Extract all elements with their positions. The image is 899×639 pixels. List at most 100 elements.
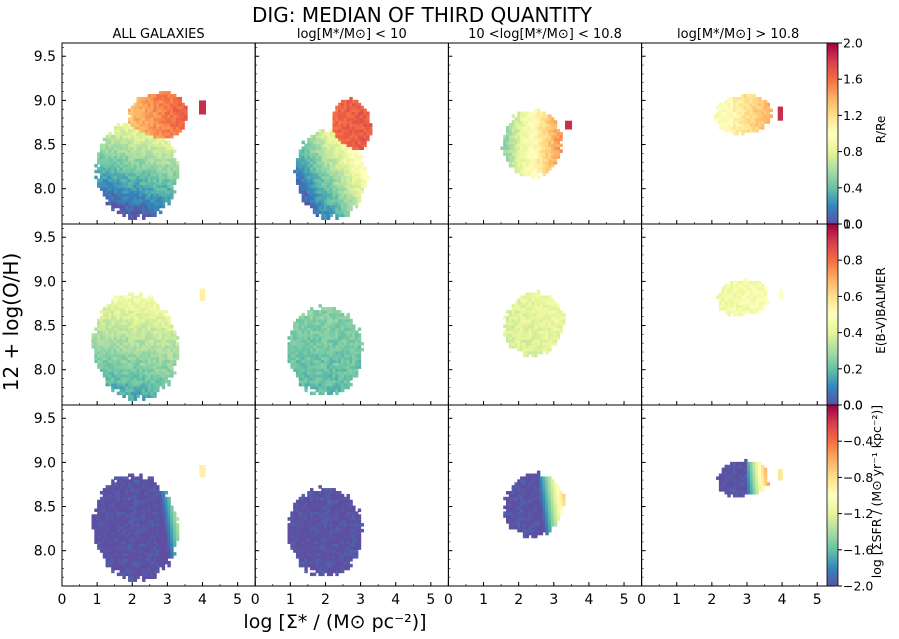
heatmap-cell [326,216,331,220]
heatmap-cell [97,546,101,550]
heatmap-cell [550,120,555,124]
heatmap-cell [324,333,328,337]
heatmap-cell [164,146,168,150]
heatmap-cell [534,301,538,305]
heatmap-cell [352,336,356,340]
heatmap-cell [545,350,549,355]
heatmap-cell [329,155,334,159]
heatmap-cell [173,362,177,366]
heatmap-cell [352,330,356,334]
heatmap-cell [150,344,154,349]
heatmap-cell [352,120,356,124]
heatmap-cell [738,108,742,113]
heatmap-cell [357,187,362,191]
heatmap-cell [338,129,342,133]
heatmap-cell [525,111,530,116]
heatmap-cell [752,108,757,113]
heatmap-cell [113,158,118,162]
heatmap-cell [340,198,345,203]
heatmap-cell [318,161,322,165]
heatmap-cell [363,175,367,180]
heatmap-cell [744,120,748,124]
heatmap-cell [727,120,731,124]
heatmap-cell [307,336,311,340]
heatmap-cell [755,117,759,121]
heatmap-cell [517,336,521,340]
heatmap-cell [170,359,174,364]
heatmap-cell [738,310,742,314]
heatmap-cell [142,298,146,302]
heatmap-cell [534,172,538,177]
heatmap-cell [99,356,104,361]
heatmap-cell [125,382,129,387]
heatmap-cell [167,356,171,361]
heatmap-cell [142,377,146,381]
heatmap-cell [508,131,513,136]
heatmap-cell [724,289,728,294]
heatmap-cell [741,117,745,121]
heatmap-cell [116,523,121,527]
heatmap-cell [108,149,112,153]
heatmap-cell [321,193,325,197]
heatmap-cell [536,149,541,153]
heatmap-cell [534,131,538,136]
heatmap-cell [520,149,524,153]
heatmap-cell [125,131,129,136]
heatmap-cell [158,359,163,364]
heatmap-cell [517,137,521,142]
heatmap-cell [167,152,171,156]
heatmap-cell [514,321,518,326]
heatmap-cell [556,155,560,159]
heatmap-cell [150,152,154,156]
heatmap-cell [287,350,291,355]
heatmap-cell [531,333,535,337]
heatmap-cell [565,120,573,130]
heatmap-cell [324,365,328,369]
heatmap-cell [147,172,152,177]
heatmap-cell [755,298,759,302]
heatmap-cell [310,146,314,150]
heatmap-cell [312,196,317,200]
heatmap-cell [102,502,107,507]
heatmap-cell [534,111,538,116]
heatmap-cell [125,204,129,209]
heatmap-cell [354,187,359,191]
heatmap-cell [170,333,174,337]
heatmap-cell [321,155,325,159]
heatmap-cell [517,158,521,162]
heatmap-cell [175,342,180,346]
heatmap-cell [139,347,143,352]
heatmap-cell [156,99,160,104]
heatmap-cell [338,310,342,314]
heatmap-cell [108,523,112,527]
heatmap-cell [136,336,140,340]
heatmap-cell [318,178,322,183]
heatmap-cell [536,350,541,355]
heatmap-cell [332,350,336,355]
heatmap-cell [158,111,163,116]
heatmap-cell [158,149,163,153]
heatmap-cell [122,496,126,501]
heatmap-cell [116,190,121,194]
heatmap-cell [298,184,303,188]
heatmap-cell [766,105,771,110]
heatmap-cell [315,362,320,366]
heatmap-cell [139,184,143,188]
heatmap-cell [340,359,345,364]
heatmap-cell [536,146,541,150]
heatmap-cell [301,353,305,358]
heatmap-cell [522,169,527,174]
heatmap-cell [528,292,532,297]
heatmap-cell [144,102,149,107]
heatmap-cell [158,362,163,366]
heatmap-cell [746,123,751,127]
heatmap-cell [556,134,560,139]
heatmap-cell [130,295,135,299]
heatmap-cell [548,163,552,168]
heatmap-cell [326,175,331,180]
heatmap-cell [113,152,118,156]
heatmap-cell [360,169,364,174]
heatmap-cell [531,315,535,320]
heatmap-cell [133,362,138,366]
heatmap-cell [133,379,138,384]
